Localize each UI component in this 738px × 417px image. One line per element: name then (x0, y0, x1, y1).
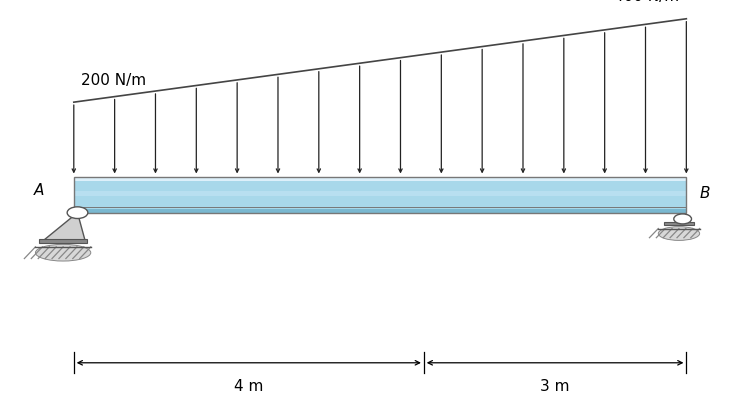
Bar (74, 177, 686, 181)
Bar (74, 177, 686, 213)
Bar (39, 239, 87, 243)
Text: 3 m: 3 m (540, 379, 570, 394)
Ellipse shape (35, 244, 91, 261)
Bar (74, 208, 686, 213)
Text: 400 N/m: 400 N/m (614, 0, 679, 4)
Circle shape (67, 207, 88, 219)
Circle shape (674, 214, 692, 224)
Bar (74, 191, 686, 196)
Polygon shape (44, 213, 85, 240)
Bar (664, 222, 694, 225)
Text: B: B (700, 186, 710, 201)
Text: 200 N/m: 200 N/m (81, 73, 146, 88)
Ellipse shape (658, 227, 700, 240)
Text: 4 m: 4 m (234, 379, 263, 394)
Text: A: A (34, 183, 44, 198)
Bar (74, 177, 686, 213)
